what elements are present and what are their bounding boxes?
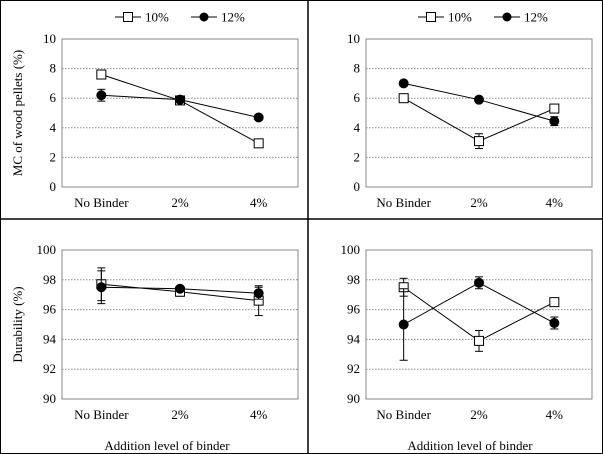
legend-marker-circle	[502, 12, 512, 22]
panel-durability-left: 90 92 94 96 98 100 No Binder 2% 4% Durability (%)	[10, 242, 299, 422]
x-tick-label: 4%	[546, 407, 564, 422]
x-tick-label: 4%	[546, 195, 564, 210]
x-tick-label: No Binder	[376, 195, 431, 210]
panel-mc-right: 0 2 4 6 8 10 No Binder 2% 4% 10% 12%	[347, 10, 593, 210]
x-tick-label: No Binder	[74, 195, 129, 210]
data-point-circle	[175, 283, 185, 294]
x-tick-label: 2%	[470, 407, 488, 422]
x-tick-label: 4%	[250, 195, 268, 210]
y-tick-label: 10	[347, 31, 360, 46]
y-tick-label: 94	[347, 331, 361, 346]
legend-marker-circle	[199, 12, 209, 22]
y-tick-label: 90	[347, 391, 360, 406]
x-tick-label: 2%	[470, 195, 488, 210]
data-point-square	[474, 136, 484, 147]
y-tick-label: 2	[354, 149, 361, 164]
legend-label: 12%	[221, 10, 245, 25]
y-tick-label: 10	[43, 31, 56, 46]
legend-marker-square	[426, 12, 436, 22]
data-point-circle	[96, 90, 107, 101]
y-tick-label: 98	[347, 272, 360, 287]
data-point-square	[398, 93, 409, 104]
y-tick-label: 4	[50, 120, 57, 135]
data-point-circle	[549, 116, 560, 127]
data-point-circle	[253, 288, 264, 299]
data-point-square	[549, 297, 560, 308]
y-tick-label: 100	[341, 242, 361, 257]
data-point-square	[474, 335, 484, 346]
y-tick-label: 100	[37, 242, 57, 257]
legend-label: 12%	[524, 10, 548, 25]
legend-label: 10%	[448, 10, 472, 25]
y-tick-label: 2	[50, 149, 57, 164]
plot-area	[61, 249, 299, 400]
data-point-circle	[398, 319, 409, 330]
x-axis-title-right: Addition level of binder	[407, 438, 533, 453]
y-tick-label: 98	[43, 272, 56, 287]
data-point-circle	[474, 277, 484, 288]
y-tick-label: 94	[43, 331, 57, 346]
data-point-circle	[96, 282, 107, 293]
legend: 10% 12%	[115, 10, 245, 25]
legend-label: 10%	[145, 10, 169, 25]
x-tick-label: No Binder	[74, 407, 129, 422]
y-axis-title: Durability (%)	[10, 286, 25, 362]
data-point-circle	[398, 78, 409, 89]
data-point-circle	[175, 94, 185, 105]
data-point-circle	[474, 94, 484, 105]
y-tick-label: 92	[43, 361, 56, 376]
y-tick-label: 90	[43, 391, 56, 406]
data-point-circle	[253, 112, 264, 123]
data-point-square	[96, 69, 107, 80]
y-tick-label: 8	[354, 61, 361, 76]
y-tick-label: 6	[354, 90, 361, 105]
x-tick-label: 2%	[171, 195, 189, 210]
y-tick-label: 8	[50, 61, 57, 76]
x-tick-label: 2%	[171, 407, 189, 422]
series-line	[101, 74, 259, 144]
x-axis-title-left: Addition level of binder	[104, 438, 230, 453]
data-point-circle	[549, 318, 560, 329]
panel-durability-right: 90 92 94 96 98 100 No Binder 2% 4%	[341, 242, 593, 422]
y-tick-label: 4	[354, 120, 361, 135]
y-tick-label: 0	[50, 179, 57, 194]
y-tick-label: 96	[43, 302, 57, 317]
data-point-square	[253, 138, 264, 149]
y-tick-label: 6	[50, 90, 57, 105]
panel-mc-left: 0 2 4 6 8 10 No Binder 2% 4% MC of wood pellets (…	[10, 10, 299, 210]
plot-area	[365, 38, 593, 188]
plot-area	[365, 249, 593, 400]
y-axis-title: MC of wood pellets (%)	[10, 50, 25, 176]
plot-area	[61, 38, 299, 188]
legend-marker-square	[123, 12, 133, 22]
y-tick-label: 96	[347, 302, 361, 317]
legend: 10% 12%	[418, 10, 548, 25]
x-tick-label: No Binder	[376, 407, 431, 422]
y-tick-label: 0	[354, 179, 361, 194]
data-point-square	[549, 103, 560, 114]
y-tick-label: 92	[347, 361, 360, 376]
x-tick-label: 4%	[250, 407, 268, 422]
